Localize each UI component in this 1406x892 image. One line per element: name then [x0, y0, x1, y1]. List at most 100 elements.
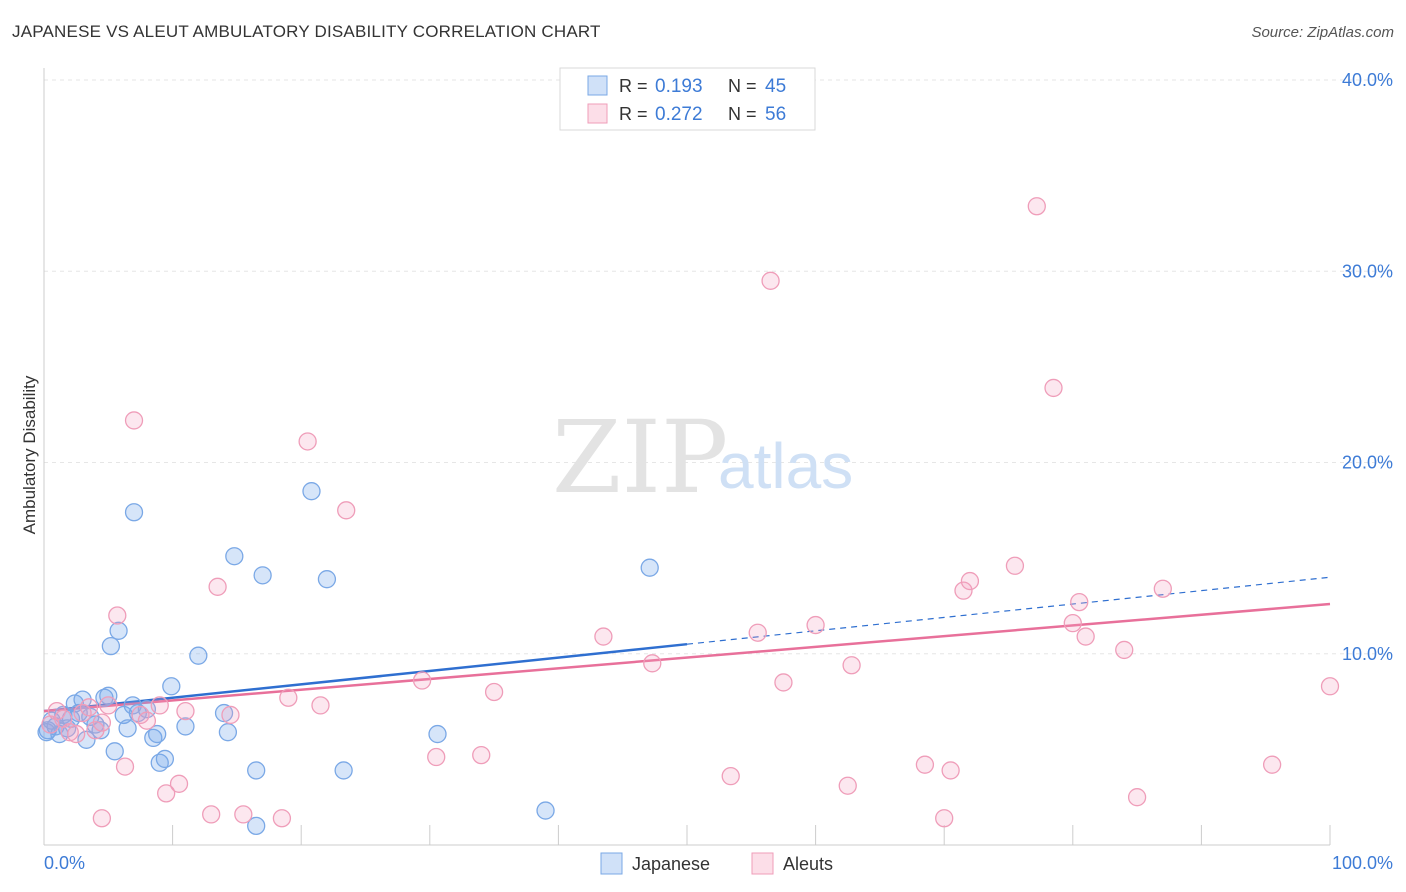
legend-swatch-aleuts [587, 103, 608, 124]
x-tick-label-100: 100.0% [1332, 853, 1393, 873]
point-aleuts-27 [337, 501, 356, 520]
point-aleuts-46 [960, 571, 980, 591]
point-japanese-15 [99, 686, 118, 705]
point-aleuts-45 [954, 581, 973, 600]
point-aleuts-16 [157, 784, 176, 803]
point-japanese-32 [214, 703, 234, 723]
point-japanese-16 [105, 742, 124, 761]
point-aleuts-56 [1262, 755, 1282, 774]
point-japanese-29 [162, 677, 181, 696]
series-japanese [37, 482, 659, 836]
point-japanese-36 [247, 816, 266, 836]
watermark-zip: ZIP [552, 399, 728, 516]
point-japanese-39 [317, 570, 337, 589]
legend-n-value-2: 56 [765, 104, 786, 125]
point-aleuts-10 [108, 606, 127, 625]
bottom-legend-label-aleuts: Aleuts [783, 854, 833, 874]
point-aleuts-36 [748, 623, 767, 642]
point-aleuts-24 [279, 688, 298, 707]
point-aleuts-3 [60, 723, 79, 742]
point-aleuts-57 [1320, 677, 1340, 696]
y-tick-label-40: 40.0% [1342, 70, 1393, 90]
point-japanese-34 [225, 547, 244, 566]
point-aleuts-19 [202, 805, 221, 824]
legend-r-label-1: R = [619, 76, 648, 96]
trendline-japanese-extrapolated [686, 576, 1331, 645]
trend-layer [43, 576, 1331, 713]
point-japanese-42 [536, 801, 555, 820]
point-aleuts-14 [137, 711, 157, 730]
point-aleuts-37 [761, 271, 780, 290]
bottom-legend-swatch-japanese [600, 852, 623, 875]
bottom-legend-swatch-aleuts [751, 852, 774, 875]
y-tick-label-30: 30.0% [1342, 261, 1393, 281]
legend-n-label-2: N = [728, 104, 757, 124]
point-aleuts-49 [1044, 378, 1063, 398]
point-aleuts-51 [1070, 592, 1089, 612]
legend-n-value-1: 45 [765, 76, 786, 97]
point-japanese-22 [101, 636, 121, 656]
trendline-aleuts [43, 602, 1331, 713]
point-japanese-26 [148, 724, 167, 744]
point-japanese-13 [91, 721, 110, 740]
legend-r-value-2: 0.272 [655, 104, 703, 125]
point-aleuts-22 [234, 805, 253, 824]
point-aleuts-43 [935, 809, 954, 828]
x-tick-label-0: 0.0% [44, 853, 85, 873]
point-aleuts-40 [838, 776, 857, 795]
point-aleuts-41 [842, 656, 861, 675]
point-aleuts-21 [221, 705, 240, 725]
point-japanese-30 [176, 717, 195, 736]
point-japanese-33 [218, 723, 238, 742]
point-aleuts-15 [150, 696, 169, 715]
point-japanese-40 [334, 761, 353, 780]
point-japanese-28 [155, 749, 175, 769]
legend-box: R = 0.193 N = 45 R = 0.272 N = 56 [559, 67, 816, 131]
point-aleuts-6 [79, 698, 99, 717]
legend-swatch-japanese [587, 75, 608, 96]
point-aleuts-38 [774, 673, 793, 692]
point-aleuts-9 [99, 696, 118, 715]
legend-r-label-2: R = [619, 104, 648, 124]
point-aleuts-4 [67, 724, 86, 744]
point-japanese-35 [247, 761, 266, 780]
point-japanese-37 [253, 566, 272, 585]
y-tick-label-20: 20.0% [1342, 453, 1393, 473]
watermark-atlas: atlas [718, 430, 853, 502]
point-aleuts-47 [1005, 556, 1025, 575]
point-aleuts-33 [594, 627, 613, 646]
point-aleuts-55 [1153, 579, 1172, 598]
point-aleuts-42 [915, 755, 935, 774]
legend-r-value-1: 0.193 [655, 76, 703, 97]
point-aleuts-31 [472, 745, 491, 765]
grid-layer [44, 79, 1395, 655]
trendline-japanese [43, 642, 688, 713]
point-aleuts-44 [941, 761, 960, 780]
bottom-legend-label-japanese: Japanese [632, 854, 710, 874]
point-japanese-41 [428, 724, 447, 744]
point-japanese-38 [302, 482, 321, 501]
series-aleuts [41, 197, 1340, 828]
point-aleuts-25 [298, 432, 317, 451]
point-japanese-43 [640, 558, 659, 577]
point-japanese-17 [109, 621, 128, 640]
point-japanese-31 [189, 646, 208, 665]
y-axis-label: Ambulatory Disability [20, 375, 39, 534]
point-japanese-19 [118, 719, 137, 738]
point-aleuts-39 [806, 615, 825, 635]
point-aleuts-26 [311, 696, 330, 715]
point-aleuts-29 [412, 671, 432, 690]
legend-n-label-1: N = [728, 76, 757, 96]
point-aleuts-8 [92, 713, 112, 732]
chart-title: JAPANESE VS ALEUT AMBULATORY DISABILITY … [12, 22, 601, 41]
point-aleuts-53 [1115, 640, 1134, 660]
axis-layer: 10.0% 20.0% 30.0% 40.0% [43, 68, 1393, 846]
point-aleuts-17 [169, 774, 189, 793]
point-aleuts-35 [721, 767, 740, 786]
source-label: Source: ZipAtlas.com [1251, 24, 1394, 41]
point-aleuts-34 [643, 654, 662, 673]
point-aleuts-48 [1027, 197, 1046, 216]
point-aleuts-52 [1076, 627, 1095, 646]
point-aleuts-11 [115, 757, 135, 776]
